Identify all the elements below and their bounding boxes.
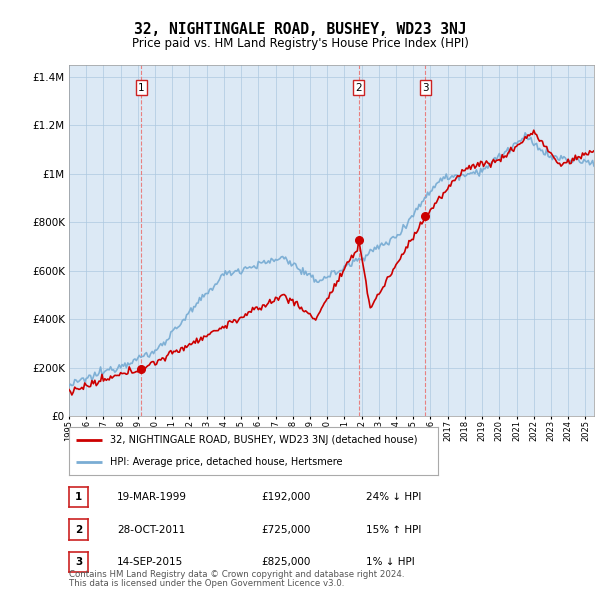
Text: £825,000: £825,000: [261, 557, 310, 567]
Text: This data is licensed under the Open Government Licence v3.0.: This data is licensed under the Open Gov…: [69, 579, 344, 588]
Text: £192,000: £192,000: [261, 492, 310, 502]
Text: 32, NIGHTINGALE ROAD, BUSHEY, WD23 3NJ (detached house): 32, NIGHTINGALE ROAD, BUSHEY, WD23 3NJ (…: [110, 435, 417, 445]
Text: Price paid vs. HM Land Registry's House Price Index (HPI): Price paid vs. HM Land Registry's House …: [131, 37, 469, 50]
Text: 15% ↑ HPI: 15% ↑ HPI: [366, 525, 421, 535]
Text: 19-MAR-1999: 19-MAR-1999: [117, 492, 187, 502]
Text: £725,000: £725,000: [261, 525, 310, 535]
Text: 1% ↓ HPI: 1% ↓ HPI: [366, 557, 415, 567]
Text: 32, NIGHTINGALE ROAD, BUSHEY, WD23 3NJ: 32, NIGHTINGALE ROAD, BUSHEY, WD23 3NJ: [134, 22, 466, 37]
Text: 28-OCT-2011: 28-OCT-2011: [117, 525, 185, 535]
Text: HPI: Average price, detached house, Hertsmere: HPI: Average price, detached house, Hert…: [110, 457, 342, 467]
Text: 3: 3: [422, 83, 429, 93]
Text: 2: 2: [355, 83, 362, 93]
Text: 1: 1: [138, 83, 145, 93]
Text: Contains HM Land Registry data © Crown copyright and database right 2024.: Contains HM Land Registry data © Crown c…: [69, 571, 404, 579]
Text: 14-SEP-2015: 14-SEP-2015: [117, 557, 183, 567]
Text: 2: 2: [75, 525, 82, 535]
Text: 1: 1: [75, 492, 82, 502]
Text: 24% ↓ HPI: 24% ↓ HPI: [366, 492, 421, 502]
Text: 3: 3: [75, 557, 82, 567]
